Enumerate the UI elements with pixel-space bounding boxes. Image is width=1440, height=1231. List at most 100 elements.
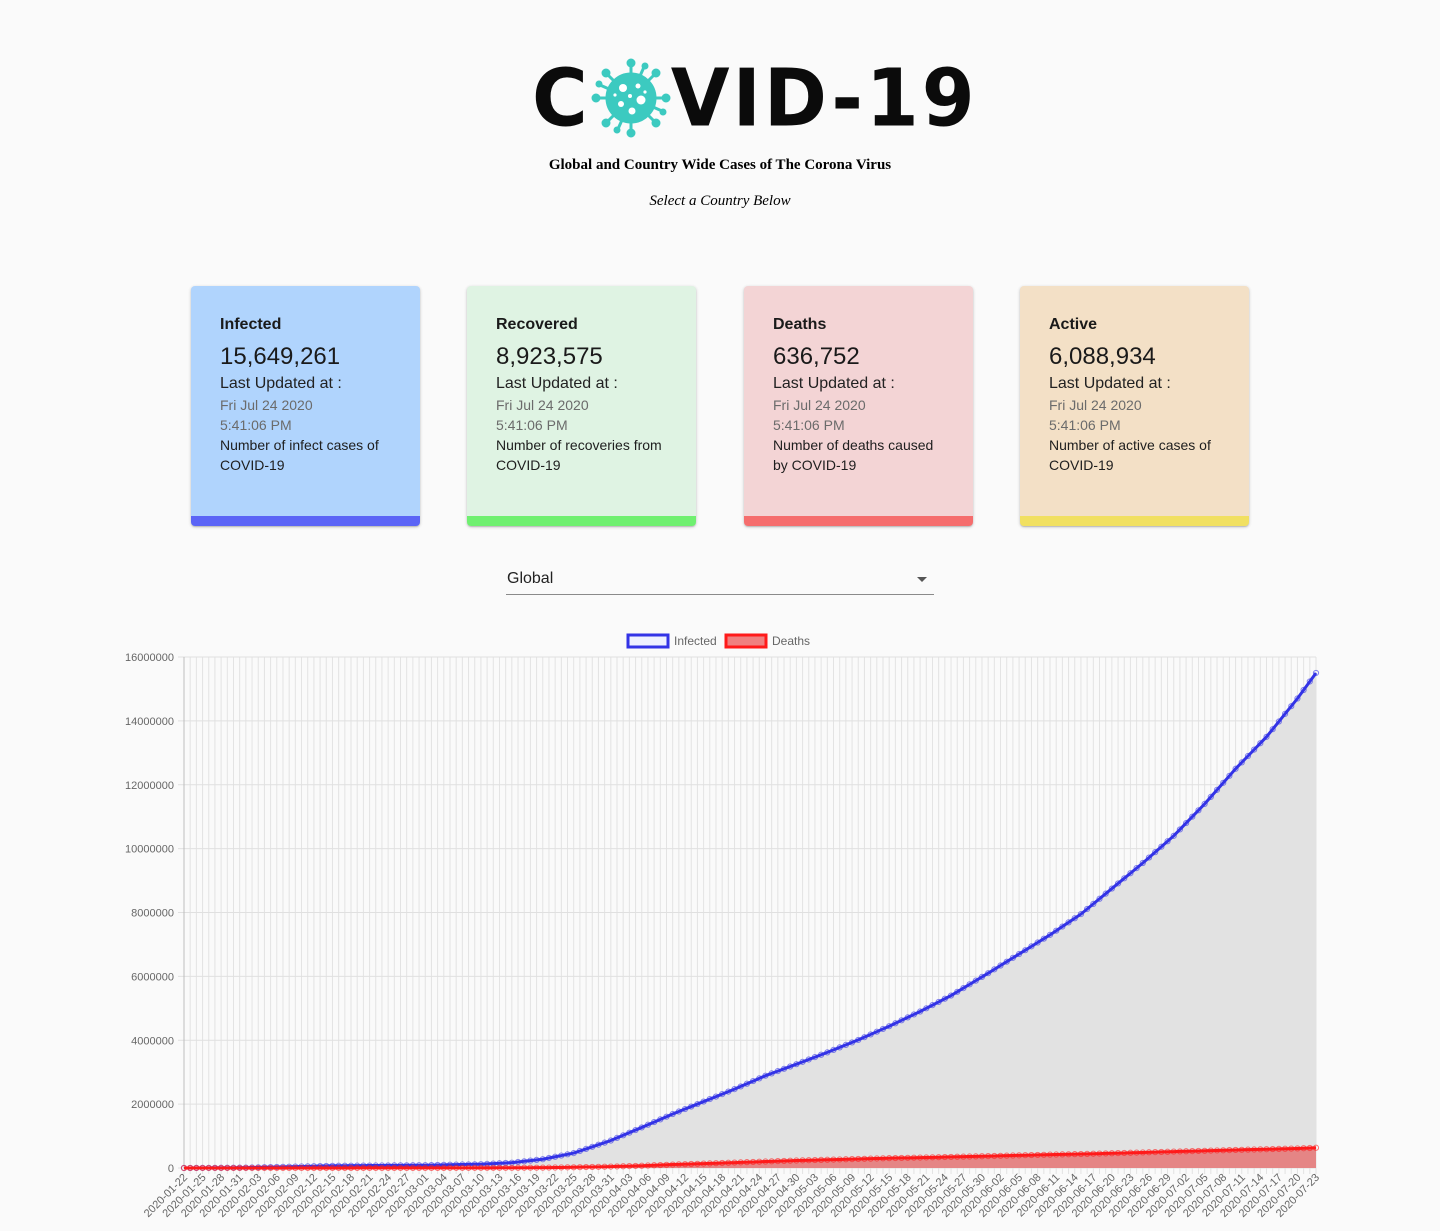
- data-point: [768, 1070, 775, 1077]
- data-point: [855, 1155, 862, 1163]
- data-point: [1170, 832, 1177, 839]
- data-point: [842, 1041, 849, 1049]
- data-point: [799, 1058, 806, 1065]
- data-point: [620, 1163, 627, 1170]
- data-point: [1121, 875, 1128, 882]
- data-point: [292, 1164, 299, 1172]
- data-point: [601, 1139, 608, 1146]
- data-point: [917, 1008, 924, 1015]
- data-point: [818, 1156, 825, 1164]
- data-point: [1028, 943, 1035, 950]
- data-point: [508, 1164, 515, 1171]
- data-point: [576, 1147, 583, 1155]
- data-point: [663, 1161, 670, 1168]
- data-point: [539, 1164, 546, 1171]
- data-point: [1127, 1149, 1134, 1156]
- data-point: [1009, 954, 1017, 961]
- data-point: [582, 1145, 590, 1153]
- data-point: [997, 962, 1004, 969]
- data-point: [1053, 1151, 1060, 1158]
- data-point: [502, 1164, 509, 1171]
- infected-card: Infected 15,649,261 Last Updated at : Fr…: [191, 286, 420, 526]
- data-point: [774, 1158, 781, 1165]
- data-point: [681, 1105, 689, 1113]
- data-point: [620, 1132, 627, 1139]
- data-point: [1257, 740, 1264, 747]
- data-point: [570, 1149, 577, 1157]
- data-point: [527, 1157, 534, 1164]
- country-select[interactable]: Global: [506, 565, 934, 595]
- data-point: [1065, 1151, 1072, 1158]
- data-point: [756, 1158, 763, 1165]
- data-point: [1139, 1149, 1146, 1156]
- data-point: [836, 1044, 843, 1051]
- data-point: [910, 1011, 918, 1018]
- data-point: [521, 1158, 528, 1165]
- data-point: [1269, 1145, 1276, 1153]
- data-point: [1108, 885, 1115, 892]
- data-point: [966, 1153, 973, 1160]
- data-point: [848, 1039, 856, 1046]
- data-point: [910, 1154, 918, 1161]
- data-point: [1065, 919, 1072, 926]
- data-point: [521, 1164, 528, 1171]
- data-point: [731, 1159, 738, 1166]
- data-point: [904, 1154, 911, 1161]
- data-point: [873, 1028, 880, 1035]
- data-point: [978, 1153, 986, 1160]
- data-point: [576, 1164, 583, 1171]
- data-point: [749, 1158, 757, 1166]
- data-point: [1176, 1148, 1184, 1155]
- data-point: [830, 1046, 837, 1053]
- card-accent-bar: [1020, 516, 1249, 526]
- data-point: [972, 977, 979, 984]
- data-point: [1238, 759, 1245, 766]
- data-point: [1164, 838, 1171, 845]
- data-point: [1040, 935, 1047, 942]
- dropdown-arrow-icon[interactable]: [917, 577, 927, 582]
- data-point: [1034, 939, 1041, 946]
- data-point: [1090, 900, 1097, 907]
- data-point: [1294, 1145, 1301, 1152]
- data-point: [1232, 1146, 1239, 1154]
- data-point: [1090, 1150, 1097, 1157]
- y-tick-label: 16000000: [125, 652, 174, 664]
- data-point: [1145, 854, 1153, 861]
- data-point: [1263, 1146, 1270, 1153]
- data-point: [607, 1137, 614, 1144]
- data-point: [1114, 1150, 1122, 1157]
- data-point: [675, 1108, 682, 1115]
- data-point: [267, 1164, 274, 1172]
- data-point: [842, 1156, 849, 1163]
- data-point: [1201, 800, 1208, 808]
- card-time: 5:41:06 PM: [220, 417, 292, 433]
- data-point: [304, 1164, 311, 1172]
- data-point: [929, 1002, 936, 1009]
- data-point: [719, 1159, 726, 1167]
- data-point: [1300, 686, 1307, 694]
- data-point: [484, 1164, 491, 1171]
- data-point: [459, 1164, 466, 1171]
- data-point: [273, 1164, 280, 1172]
- card-title: Infected: [220, 316, 282, 333]
- data-point: [632, 1162, 639, 1170]
- data-point: [552, 1164, 559, 1171]
- data-point: [1114, 880, 1122, 887]
- data-point: [1220, 779, 1227, 786]
- data-point: [669, 1161, 676, 1168]
- data-point: [1183, 819, 1190, 827]
- data-point: [1071, 1151, 1078, 1158]
- card-time: 5:41:06 PM: [1049, 417, 1121, 433]
- data-point: [465, 1164, 472, 1171]
- data-point: [892, 1020, 899, 1027]
- data-point: [780, 1157, 788, 1165]
- select-country-prompt: Select a Country Below: [649, 193, 791, 209]
- data-point: [1152, 849, 1159, 856]
- data-point: [378, 1164, 386, 1172]
- data-point: [236, 1164, 243, 1172]
- card-date: Fri Jul 24 2020: [1049, 397, 1142, 413]
- card-value: 8,923,575: [496, 343, 603, 370]
- country-select-value[interactable]: Global: [507, 570, 554, 587]
- card-updated-label: Last Updated at :: [496, 375, 618, 392]
- data-point: [1158, 843, 1165, 850]
